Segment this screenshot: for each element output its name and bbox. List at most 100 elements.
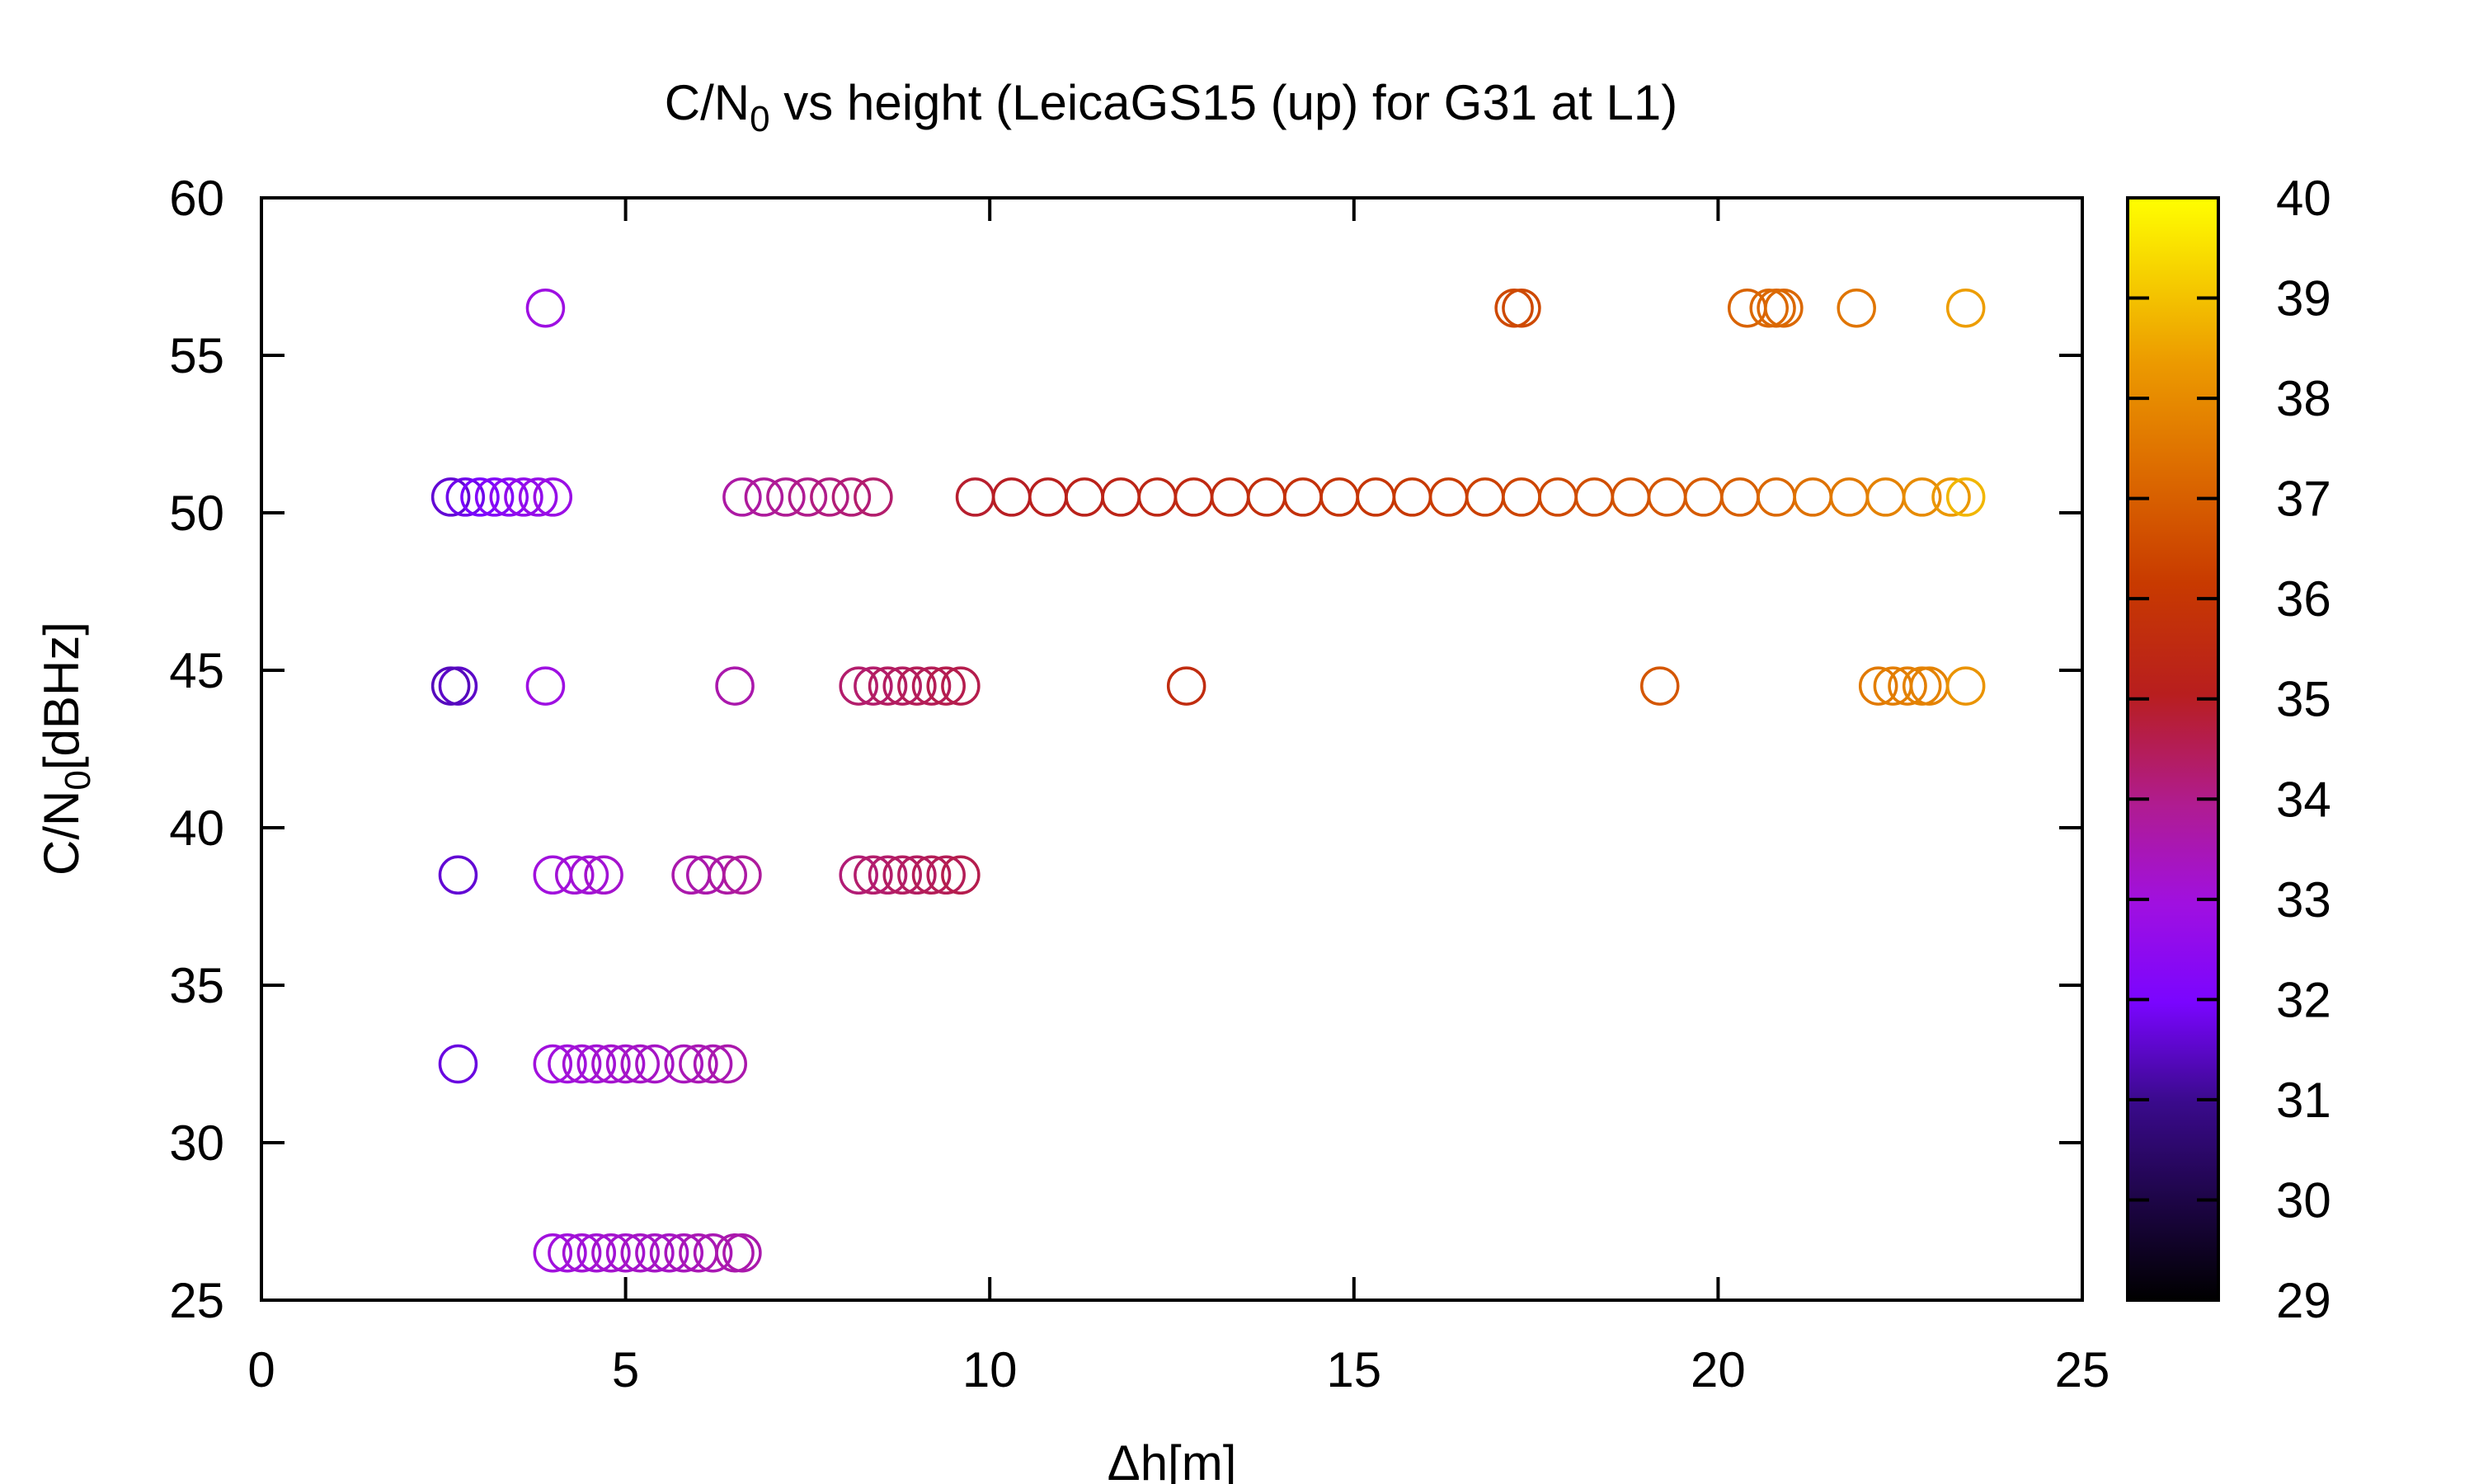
data-point [430, 477, 471, 517]
colorbar-tick-label: 34 [2276, 772, 2331, 827]
data-point [533, 855, 573, 895]
data-point [430, 666, 471, 706]
colorbar-tick-label: 35 [2276, 672, 2331, 727]
data-point [533, 477, 573, 517]
ylabel-main: C/N [34, 791, 89, 876]
data-point [1837, 288, 1876, 328]
data-point [1137, 477, 1178, 517]
data-point [693, 1044, 733, 1084]
data-point [576, 1044, 617, 1084]
data-point [1174, 477, 1214, 517]
x-tick-label: 0 [247, 1342, 275, 1397]
data-point [722, 855, 762, 895]
data-point [1720, 477, 1760, 517]
data-point [1611, 477, 1651, 517]
data-point [562, 1044, 602, 1084]
data-point [1065, 477, 1104, 517]
y-tick-label: 25 [169, 1273, 224, 1328]
data-point [788, 477, 828, 517]
data-point [868, 666, 908, 706]
data-point [831, 477, 872, 517]
data-point [744, 477, 784, 517]
ylabel-rest: [dBHz] [34, 622, 89, 770]
data-point [1945, 288, 1986, 328]
data-point [810, 477, 849, 517]
data-point [635, 1044, 675, 1084]
data-point [941, 666, 981, 706]
data-point [882, 855, 922, 895]
data-point [882, 666, 922, 706]
title-main: C/N [665, 75, 750, 130]
data-point [620, 1044, 661, 1084]
colorbar-tick-label: 33 [2276, 872, 2331, 928]
data-point [445, 477, 486, 517]
data-point [708, 1044, 747, 1084]
data-point [1502, 288, 1541, 328]
data-point [897, 855, 937, 895]
data-point [911, 666, 952, 706]
data-point [605, 1233, 646, 1273]
data-point [722, 1233, 762, 1273]
data-point [868, 855, 908, 895]
data-point [1465, 477, 1505, 517]
data-point [911, 855, 952, 895]
data-point [1166, 666, 1206, 706]
data-point [1865, 477, 1906, 517]
data-point [460, 477, 500, 517]
colorbar [2126, 196, 2220, 1302]
colorbar-tick-label: 30 [2276, 1172, 2331, 1228]
chart-title: C/N0 vs height (LeicaGS15 (up) for G31 a… [665, 75, 1677, 139]
data-point [584, 855, 623, 895]
data-point [562, 1233, 602, 1273]
data-point [438, 666, 478, 706]
data-points [430, 288, 1986, 1273]
data-point [664, 1044, 704, 1084]
y-tick-label: 50 [169, 486, 224, 541]
data-point [635, 1233, 675, 1273]
data-point [1764, 288, 1804, 328]
colorbar-tick-label: 31 [2276, 1073, 2331, 1128]
data-point [649, 1233, 689, 1273]
data-point [591, 1044, 631, 1084]
data-point [605, 1044, 646, 1084]
colorbar-tick-label: 40 [2276, 171, 2331, 226]
data-point [591, 1233, 631, 1273]
data-point [1319, 477, 1359, 517]
data-point [1283, 477, 1323, 517]
data-point [576, 1233, 617, 1273]
y-axis-ticks: 25 30 35 40 45 50 55 60 [169, 171, 2082, 1328]
data-point [766, 477, 806, 517]
x-tick-label: 15 [1326, 1342, 1381, 1397]
data-point [839, 855, 878, 895]
ylabel-subscript: 0 [58, 770, 98, 790]
data-point [548, 1233, 587, 1273]
data-point [679, 1044, 718, 1084]
data-point [715, 666, 755, 706]
data-point [438, 855, 478, 895]
colorbar-tick-label: 32 [2276, 972, 2331, 1027]
y-tick-label: 55 [169, 328, 224, 383]
data-point [854, 666, 893, 706]
data-point [926, 855, 966, 895]
x-tick-label: 25 [2055, 1342, 2110, 1397]
data-point [569, 855, 609, 895]
data-point [1858, 666, 1898, 706]
data-point [489, 477, 529, 517]
data-point [1931, 477, 1971, 517]
x-axis-label: Δh[m] [1108, 1435, 1237, 1484]
data-point [722, 477, 762, 517]
data-point [839, 666, 878, 706]
x-axis-ticks: 0 5 10 15 20 25 [247, 198, 2109, 1397]
colorbar-tick-label: 39 [2276, 271, 2331, 326]
y-tick-label: 35 [169, 958, 224, 1013]
data-point [1101, 477, 1141, 517]
data-point [1428, 477, 1469, 517]
data-point [548, 1044, 587, 1084]
data-point [533, 1233, 573, 1273]
data-point [474, 477, 515, 517]
data-point [1902, 477, 1942, 517]
data-point [854, 855, 893, 895]
colorbar-tick-label: 38 [2276, 371, 2331, 426]
data-point [941, 855, 981, 895]
